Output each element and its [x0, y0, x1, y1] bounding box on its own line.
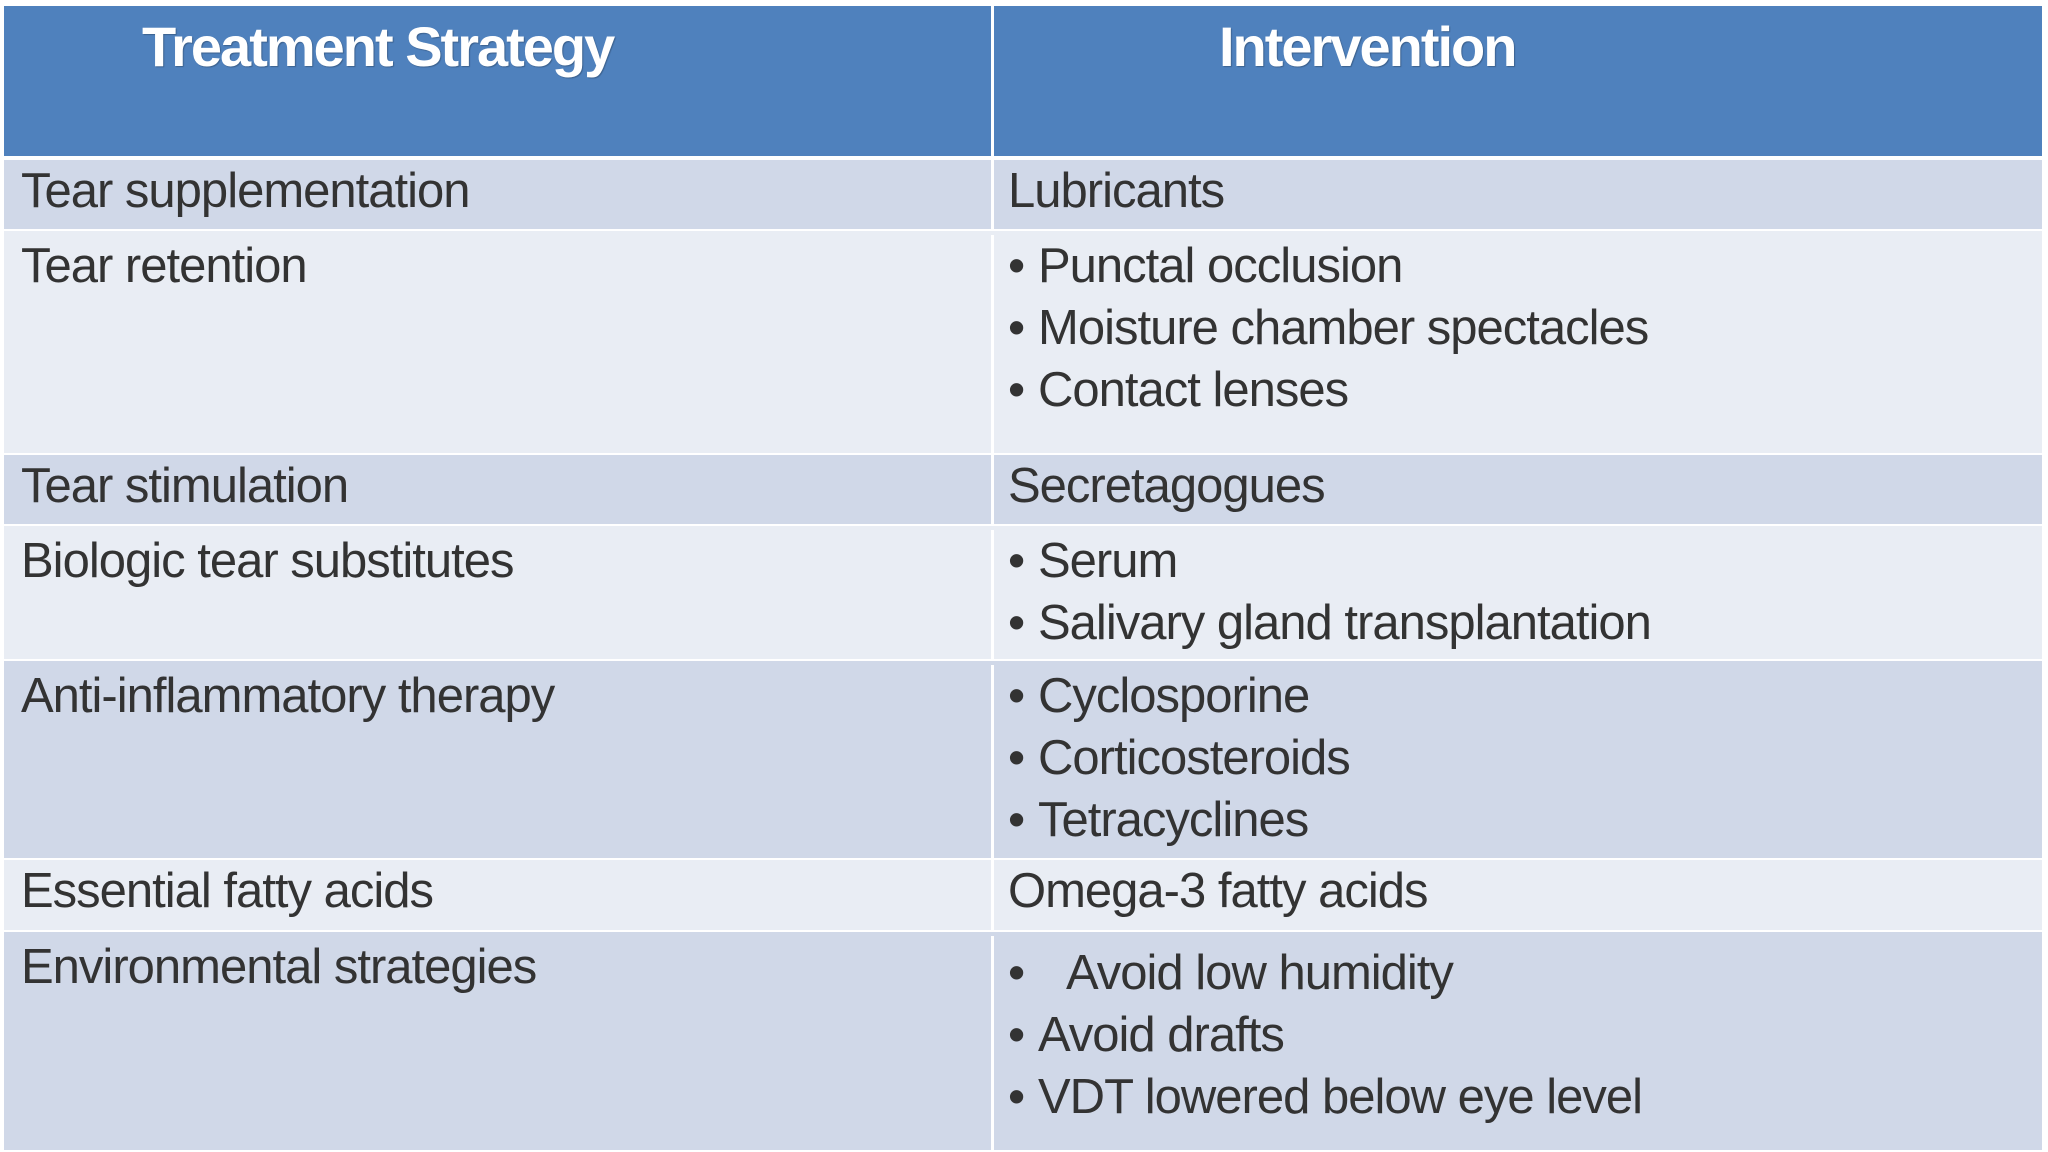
table-row: Anti-inflammatory therapy • Cyclosporine … — [4, 661, 2042, 860]
table-row: Environmental strategies • Avoid low humi… — [4, 932, 2042, 1152]
intervention-item: • Tetracyclines — [1008, 789, 2042, 851]
header-intervention: Intervention — [1219, 15, 1517, 78]
intervention-item: Omega-3 fatty acids — [1008, 864, 1428, 918]
bullet-icon: • — [1008, 946, 1025, 1000]
bullet-icon: • — [1008, 363, 1025, 417]
table-row: Biologic tear substitutes • Serum • Saliva… — [4, 526, 2042, 661]
intervention-item: • Contact lenses — [1008, 359, 2042, 421]
strategy-cell: Biologic tear substitutes — [21, 534, 515, 588]
strategy-cell: Environmental strategies — [21, 940, 537, 994]
table-row: Tear supplementation Lubricants — [4, 160, 2042, 231]
intervention-item: • Avoid low humidity — [1008, 942, 2042, 1004]
bullet-icon: • — [1008, 731, 1025, 785]
intervention-item: • Avoid drafts — [1008, 1004, 2042, 1066]
table-row: Essential fatty acids Omega-3 fatty acid… — [4, 860, 2042, 932]
strategy-cell: Tear stimulation — [21, 459, 349, 513]
bullet-icon: • — [1008, 596, 1025, 650]
intervention-item: • Serum — [1008, 530, 2042, 592]
intervention-item: Lubricants — [1008, 164, 1225, 218]
intervention-item: • Punctal occlusion — [1008, 235, 2042, 297]
table-header: Treatment Strategy Intervention — [4, 6, 2042, 160]
bullet-icon: • — [1008, 1070, 1025, 1124]
intervention-item: • Cyclosporine — [1008, 665, 2042, 727]
bullet-icon: • — [1008, 793, 1025, 847]
intervention-item: • VDT lowered below eye level — [1008, 1066, 2042, 1128]
bullet-icon: • — [1008, 534, 1025, 588]
strategy-cell: Anti-inflammatory therapy — [21, 669, 555, 723]
intervention-item: • Salivary gland transplantation — [1008, 592, 2042, 654]
intervention-item: • Moisture chamber spectacles — [1008, 297, 2042, 359]
table-row: Tear stimulation Secretagogues — [4, 455, 2042, 526]
header-treatment-strategy: Treatment Strategy — [4, 6, 994, 156]
table-row: Tear retention • Punctal occlusion • Moist… — [4, 231, 2042, 455]
bullet-icon: • — [1008, 301, 1025, 355]
intervention-item: • Corticosteroids — [1008, 727, 2042, 789]
strategy-cell: Tear supplementation — [21, 164, 471, 218]
strategy-cell: Essential fatty acids — [21, 864, 434, 918]
strategy-cell: Tear retention — [21, 239, 308, 293]
bullet-icon: • — [1008, 669, 1025, 723]
treatment-table: Treatment Strategy Intervention Tear sup… — [4, 6, 2042, 1152]
bullet-icon: • — [1008, 1008, 1025, 1062]
bullet-icon: • — [1008, 239, 1025, 293]
intervention-item: Secretagogues — [1008, 459, 1326, 513]
